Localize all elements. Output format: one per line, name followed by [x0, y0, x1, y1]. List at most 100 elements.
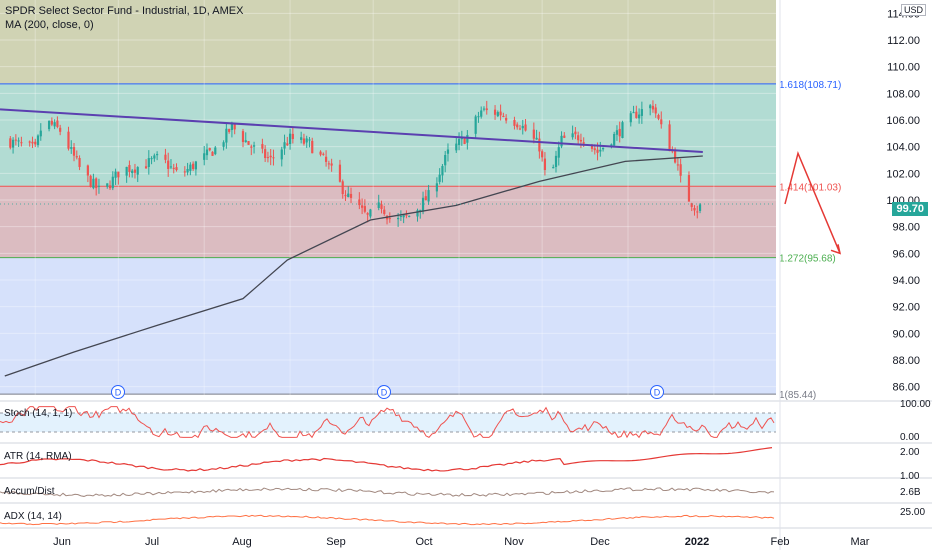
candle-body[interactable]: [582, 142, 585, 144]
candle-body[interactable]: [347, 193, 350, 197]
candle-body[interactable]: [89, 175, 92, 187]
candle-body[interactable]: [97, 185, 101, 187]
candle-body[interactable]: [543, 158, 547, 171]
candle-body[interactable]: [39, 130, 42, 137]
candle-body[interactable]: [693, 208, 696, 211]
candle-body[interactable]: [397, 217, 400, 220]
candle-body[interactable]: [341, 181, 344, 195]
candle-body[interactable]: [319, 151, 322, 155]
candle-body[interactable]: [676, 164, 679, 166]
candle-body[interactable]: [327, 163, 330, 165]
candle-body[interactable]: [366, 213, 369, 215]
candle-body[interactable]: [228, 129, 231, 132]
candle-body[interactable]: [222, 142, 225, 147]
candle-body[interactable]: [408, 215, 411, 217]
candle-body[interactable]: [186, 168, 189, 173]
candle-body[interactable]: [108, 185, 112, 189]
candle-body[interactable]: [31, 141, 34, 144]
candle-body[interactable]: [444, 154, 447, 166]
candle-body[interactable]: [164, 154, 167, 160]
candle-body[interactable]: [175, 167, 178, 171]
candle-body[interactable]: [579, 139, 583, 142]
candle-body[interactable]: [311, 140, 314, 154]
candle-body[interactable]: [252, 145, 256, 147]
candle-body[interactable]: [446, 149, 450, 154]
candle-body[interactable]: [493, 109, 497, 115]
candle-body[interactable]: [427, 190, 430, 202]
stoch-pane-label[interactable]: Stoch (14, 1, 1): [4, 408, 73, 419]
candle-body[interactable]: [635, 111, 638, 118]
candle-body[interactable]: [654, 107, 657, 114]
candle-body[interactable]: [305, 138, 308, 143]
candle-body[interactable]: [518, 128, 522, 130]
candle-body[interactable]: [70, 147, 73, 149]
candle-body[interactable]: [128, 165, 131, 172]
candle-body[interactable]: [280, 149, 283, 160]
candle-body[interactable]: [638, 114, 641, 119]
candle-body[interactable]: [513, 119, 516, 126]
candle-body[interactable]: [560, 135, 563, 147]
candle-body[interactable]: [496, 112, 499, 117]
candle-body[interactable]: [590, 144, 594, 149]
candle-body[interactable]: [377, 202, 380, 208]
candle-body[interactable]: [86, 165, 89, 176]
candle-body[interactable]: [75, 156, 78, 158]
candle-body[interactable]: [11, 139, 15, 148]
candle-body[interactable]: [322, 153, 325, 155]
candle-body[interactable]: [261, 144, 264, 149]
candle-body[interactable]: [34, 141, 37, 145]
candle-body[interactable]: [455, 143, 458, 151]
candle-body[interactable]: [383, 209, 386, 214]
candle-body[interactable]: [208, 147, 211, 151]
candle-body[interactable]: [651, 105, 655, 110]
candle-body[interactable]: [269, 155, 272, 158]
candle-body[interactable]: [499, 111, 502, 116]
candle-body[interactable]: [78, 157, 81, 167]
candlesticks[interactable]: [9, 100, 702, 227]
candle-body[interactable]: [421, 197, 425, 212]
candle-body[interactable]: [131, 170, 134, 174]
candle-body[interactable]: [502, 115, 505, 117]
candle-body[interactable]: [47, 120, 51, 130]
candle-body[interactable]: [172, 167, 175, 169]
candle-body[interactable]: [593, 148, 596, 151]
candle-body[interactable]: [438, 174, 441, 182]
candle-body[interactable]: [9, 138, 12, 148]
candle-body[interactable]: [690, 203, 693, 207]
candle-body[interactable]: [288, 133, 292, 145]
candle-body[interactable]: [599, 149, 602, 152]
candle-body[interactable]: [133, 169, 137, 173]
candle-body[interactable]: [629, 113, 632, 123]
candle-body[interactable]: [214, 147, 217, 155]
currency-label[interactable]: USD: [900, 4, 926, 16]
candle-body[interactable]: [557, 147, 560, 158]
candle-body[interactable]: [618, 128, 621, 137]
candle-body[interactable]: [668, 124, 671, 152]
candle-body[interactable]: [111, 176, 114, 189]
candle-body[interactable]: [541, 151, 544, 158]
candle-body[interactable]: [14, 139, 17, 141]
candle-body[interactable]: [330, 163, 333, 166]
candle-body[interactable]: [435, 183, 438, 192]
candle-body[interactable]: [344, 195, 347, 197]
candle-body[interactable]: [613, 134, 616, 146]
candle-body[interactable]: [20, 142, 23, 144]
candle-body[interactable]: [300, 137, 303, 140]
candle-body[interactable]: [117, 171, 120, 178]
candle-body[interactable]: [56, 120, 59, 127]
candle-body[interactable]: [59, 127, 62, 132]
candle-body[interactable]: [291, 133, 294, 139]
candle-body[interactable]: [657, 115, 660, 119]
candle-body[interactable]: [424, 196, 427, 201]
candle-body[interactable]: [167, 160, 170, 169]
candle-body[interactable]: [621, 122, 624, 139]
candle-body[interactable]: [92, 178, 95, 189]
candle-body[interactable]: [601, 147, 605, 150]
dividend-marker[interactable]: [377, 385, 391, 399]
candle-body[interactable]: [338, 164, 342, 182]
candle-body[interactable]: [535, 137, 538, 140]
candle-body[interactable]: [640, 109, 643, 116]
candle-body[interactable]: [147, 158, 150, 167]
candle-body[interactable]: [136, 167, 139, 175]
